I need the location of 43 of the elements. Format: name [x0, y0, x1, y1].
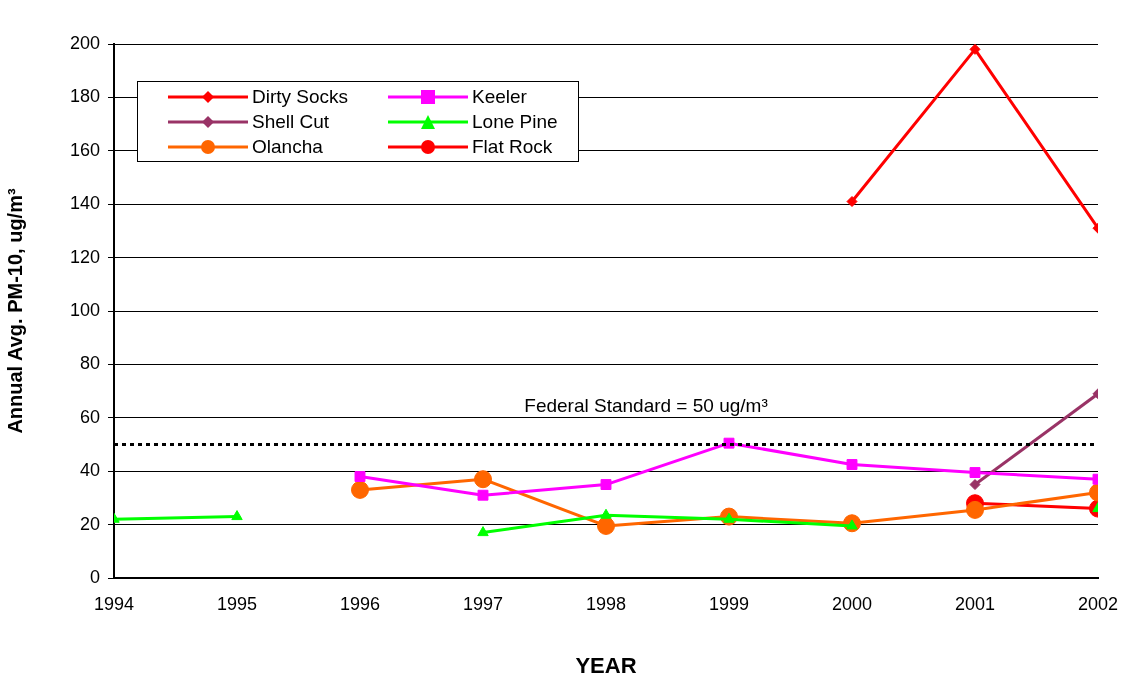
y-tick-label: 100 [69, 299, 100, 320]
point [474, 470, 492, 489]
point [354, 471, 366, 482]
legend-label: Shell Cut [252, 110, 330, 133]
point [846, 196, 858, 208]
point [969, 467, 981, 478]
x-tick-label: 2000 [831, 593, 873, 614]
y-tick-label: 40 [79, 460, 100, 481]
point [351, 480, 369, 499]
x-tick-label: 1994 [93, 593, 135, 614]
x-tick-label: 1996 [339, 593, 381, 614]
y-tick-label: 80 [79, 353, 100, 374]
x-tick-label: 1997 [462, 593, 504, 614]
point [231, 510, 243, 521]
x-tick-label: 2001 [954, 593, 996, 614]
legend-label: Dirty Socks [252, 85, 349, 108]
y-tick-label: 20 [79, 513, 100, 534]
x-tick-label: 1998 [585, 593, 627, 614]
y-tick-label: 140 [69, 193, 100, 214]
y-tick-label: 60 [79, 406, 100, 427]
y-tick-label: 200 [69, 32, 100, 53]
point [969, 44, 981, 55]
legend-label: Flat Rock [472, 135, 553, 158]
x-tick-label: 1999 [708, 593, 750, 614]
point [600, 479, 612, 490]
x-axis-title: YEAR [575, 652, 637, 678]
y-tick-label: 160 [69, 139, 100, 160]
legend-label: Keeler [472, 85, 527, 108]
point [600, 508, 612, 519]
point [966, 500, 984, 519]
point [477, 526, 489, 537]
y-tick-label: 180 [69, 86, 100, 107]
ref-line-label: Federal Standard = 50 ug/m³ [524, 395, 768, 417]
legend-label: Lone Pine [472, 110, 558, 133]
y-axis-title: Annual Avg. PM-10, ug/m³ [3, 188, 26, 434]
point [477, 489, 489, 501]
x-tick-label: 2002 [1077, 593, 1119, 614]
x-tick-label: 1995 [216, 593, 258, 614]
legend-label: Olancha [252, 135, 323, 158]
point [846, 459, 858, 470]
point [597, 516, 615, 535]
y-tick-label: 0 [89, 566, 100, 587]
y-tick-label: 120 [69, 246, 100, 267]
